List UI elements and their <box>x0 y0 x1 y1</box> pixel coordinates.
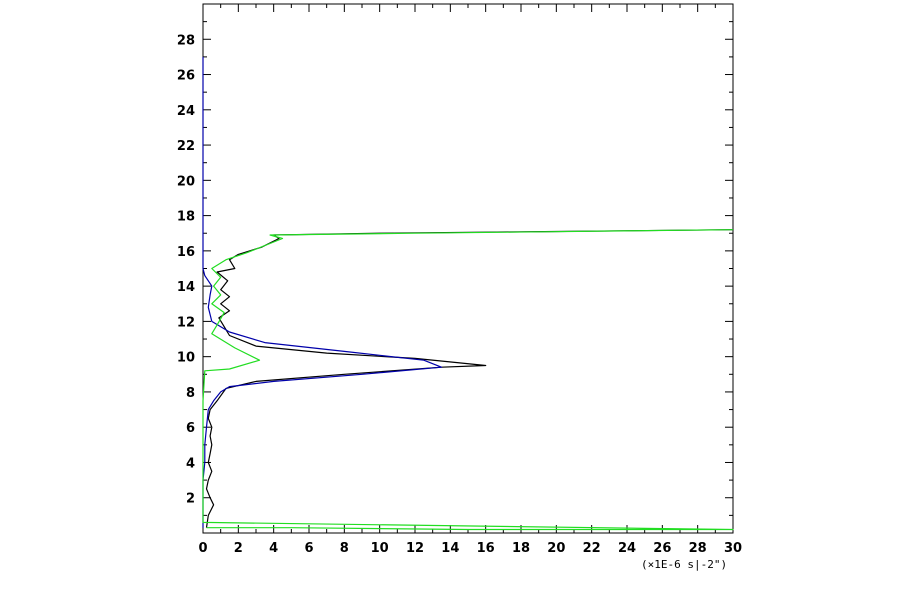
x-tick-label: 6 <box>304 541 313 556</box>
y-tick-label: 8 <box>186 386 195 401</box>
y-tick-label: 22 <box>177 139 195 154</box>
axis-ticks: 0 2 4 6 8 10 12 14 16 18 20 22 24 26 28 302468101214161… <box>177 4 742 556</box>
y-tick-label: 4 <box>186 456 195 471</box>
series-line-3 <box>202 229 734 531</box>
y-tick-label: 10 <box>177 351 195 366</box>
x-tick-label: 22 <box>583 541 601 556</box>
y-tick-label: 20 <box>177 174 195 189</box>
x-tick-label: 20 <box>547 541 565 556</box>
x-tick-label: 10 <box>371 541 389 556</box>
y-tick-label: 26 <box>177 69 195 84</box>
y-tick-label: 12 <box>177 315 195 330</box>
y-tick-label: 24 <box>177 104 195 119</box>
x-tick-label: 0 <box>198 541 207 556</box>
x-tick-label: 30 <box>724 541 742 556</box>
x-tick-label: 28 <box>689 541 707 556</box>
x-tick-label: 12 <box>406 541 424 556</box>
x-tick-label: 18 <box>512 541 530 556</box>
series-line-2 <box>202 56 443 528</box>
x-tick-label: 4 <box>269 541 278 556</box>
x-axis-unit-note: (×1E-6 s|-2") <box>641 558 727 571</box>
axes <box>202 3 734 534</box>
x-tick-label: 2 <box>234 541 243 556</box>
x-tick-label: 8 <box>340 541 349 556</box>
series-line-1 <box>205 229 734 528</box>
y-tick-label: 6 <box>186 421 195 436</box>
x-tick-label: 16 <box>477 541 495 556</box>
y-tick-label: 14 <box>177 280 195 295</box>
x-tick-label: 26 <box>653 541 671 556</box>
y-tick-label: 16 <box>177 245 195 260</box>
y-tick-label: 2 <box>186 492 195 507</box>
x-tick-label: 24 <box>618 541 636 556</box>
y-tick-label: 28 <box>177 33 195 48</box>
y-tick-label: 18 <box>177 210 195 225</box>
series-lines <box>202 56 734 531</box>
x-tick-label: 14 <box>441 541 459 556</box>
plot-frame <box>202 3 734 534</box>
